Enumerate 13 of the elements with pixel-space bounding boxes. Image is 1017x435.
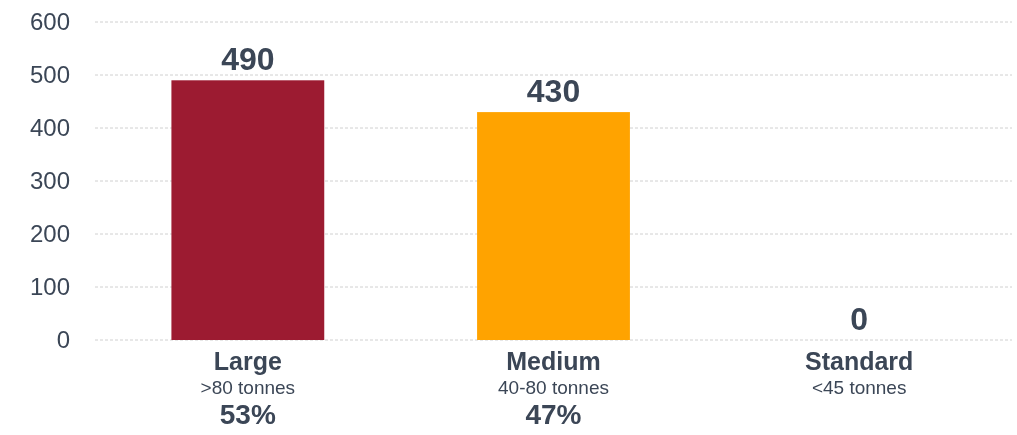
x-tick-label: Large >80 tonnes 53% (200, 347, 296, 430)
data-label: 0 (850, 301, 869, 337)
y-tick-label: 0 (56, 326, 70, 354)
y-tick-label: 600 (29, 8, 70, 36)
y-tick-label: 400 (29, 114, 70, 142)
y-tick-label: 300 (29, 167, 70, 195)
y-tick-label: 100 (29, 273, 70, 301)
y-tick-label: 200 (29, 220, 70, 248)
data-label: 430 (526, 73, 581, 110)
x-tick-label: Medium 40-80 tonnes 47% (498, 347, 609, 430)
y-tick-label: 500 (29, 61, 70, 89)
x-tick-label: Standard <45 tonnes (804, 347, 914, 398)
data-label: 490 (221, 41, 275, 78)
